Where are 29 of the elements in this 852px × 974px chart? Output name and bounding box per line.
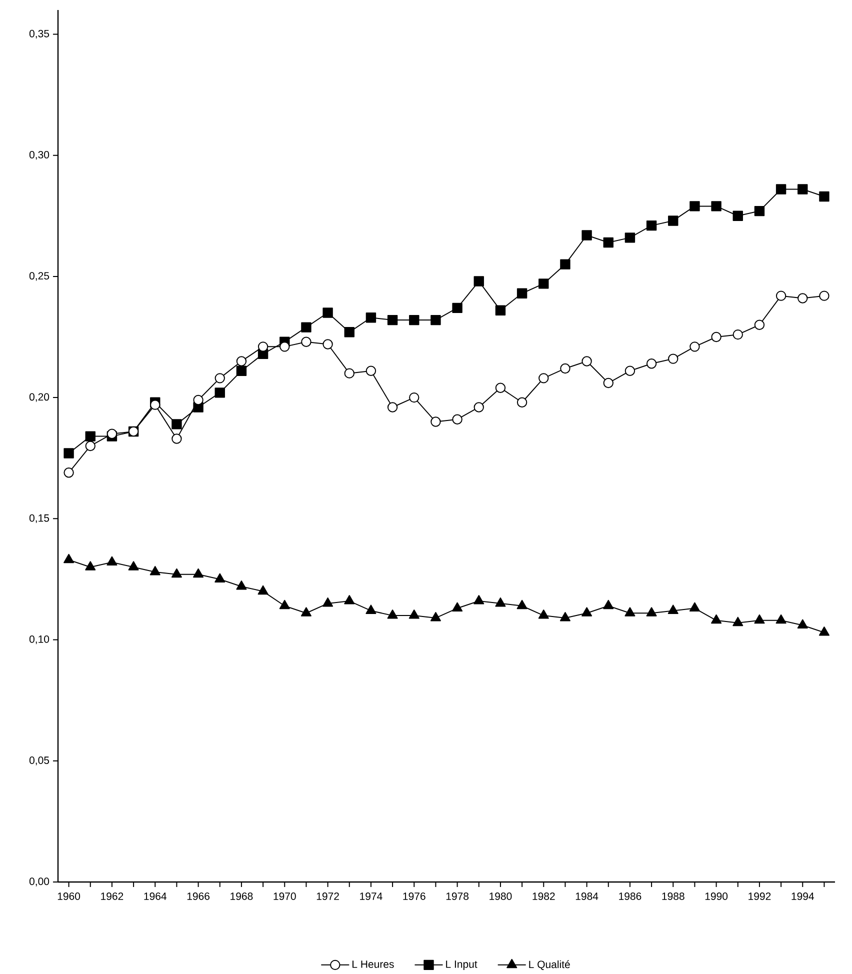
x-tick-label: 1984 bbox=[576, 892, 598, 900]
y-tick-label: 0,25 bbox=[29, 272, 50, 281]
x-tick-label: 1992 bbox=[748, 892, 771, 900]
x-tick-label: 1968 bbox=[230, 892, 253, 900]
y-tick-label: 0,00 bbox=[29, 878, 50, 886]
y-tick-label: 0,10 bbox=[29, 635, 50, 644]
legend-label: L Input bbox=[446, 960, 478, 970]
x-tick-label: 1988 bbox=[662, 892, 684, 900]
x-tick-label: 1966 bbox=[187, 892, 210, 900]
x-tick-label: 1962 bbox=[101, 892, 124, 900]
legend-label: L Qualité bbox=[529, 960, 570, 970]
x-tick-label: 1974 bbox=[360, 892, 382, 900]
x-tick-label: 1972 bbox=[316, 892, 339, 900]
x-tick-label: 1980 bbox=[490, 892, 512, 900]
x-tick-label: 1982 bbox=[532, 892, 555, 900]
x-tick-label: 1960 bbox=[58, 892, 80, 900]
x-tick-label: 1994 bbox=[792, 892, 814, 900]
legend-label: L Heures bbox=[352, 960, 394, 968]
y-tick-label: 0,35 bbox=[29, 30, 50, 39]
x-tick-label: 1970 bbox=[274, 892, 296, 900]
y-tick-label: 0,30 bbox=[29, 150, 50, 160]
x-tick-label: 1964 bbox=[144, 892, 166, 900]
x-tick-label: 1976 bbox=[403, 892, 426, 900]
x-tick-label: 1978 bbox=[446, 892, 469, 900]
y-tick-label: 0,20 bbox=[29, 393, 50, 402]
x-tick-label: 1986 bbox=[619, 892, 642, 900]
y-tick-label: 0,15 bbox=[29, 514, 50, 523]
x-tick-label: 1990 bbox=[705, 892, 728, 900]
y-tick-label: 0,05 bbox=[29, 756, 50, 766]
